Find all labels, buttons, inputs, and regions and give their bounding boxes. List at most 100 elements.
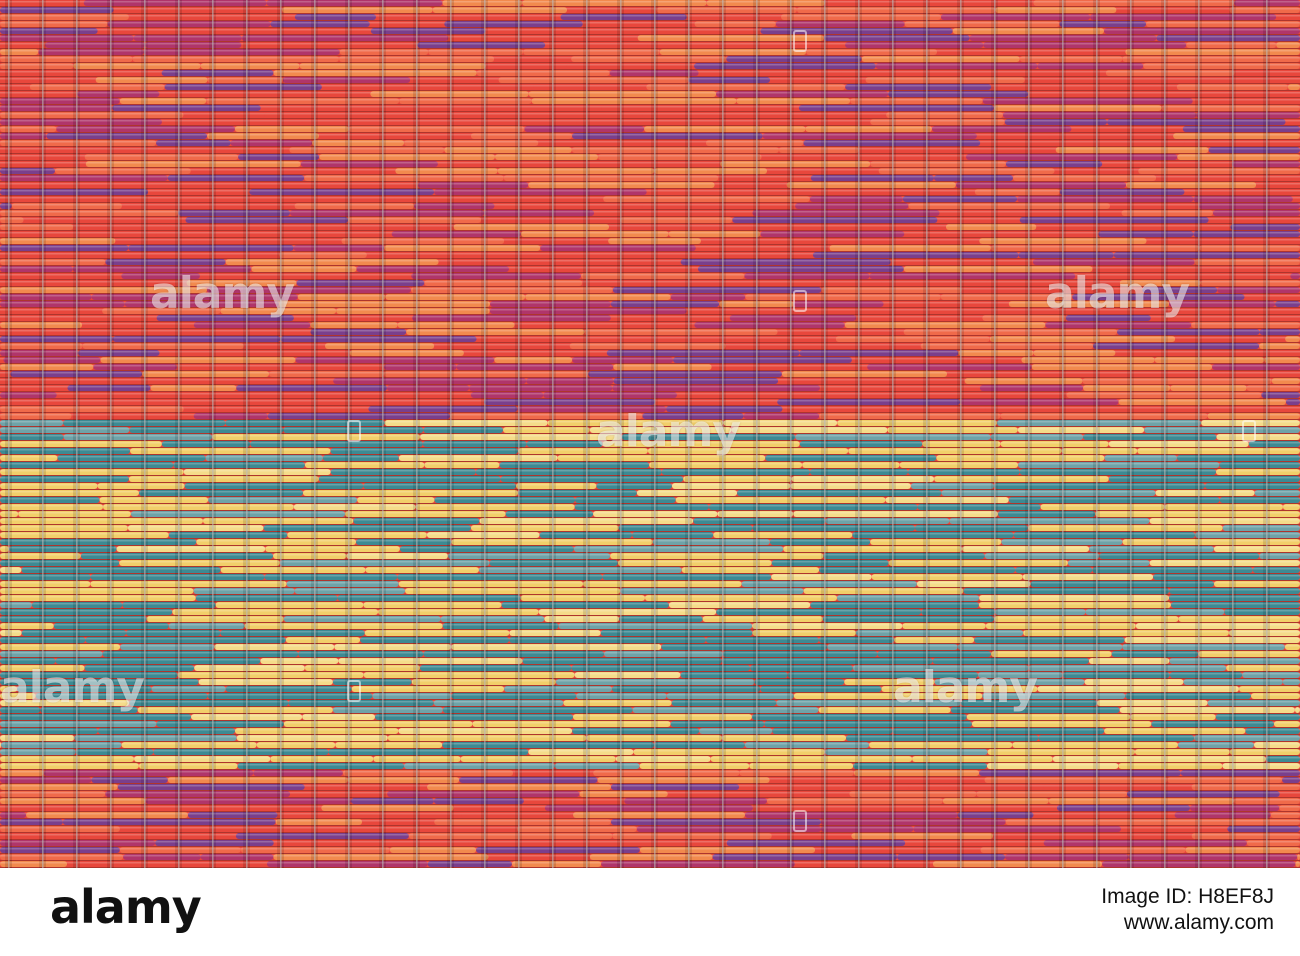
straw-segment [851,833,994,839]
straw-segment [1045,322,1192,328]
straw-highlight [0,78,1300,80]
straw-segment [0,798,146,804]
straw-shadow [0,755,1300,756]
straw-shadow [0,405,1300,406]
straw-segment [1092,567,1253,573]
straw-segment [46,133,208,139]
straw-highlight [0,260,1300,262]
straw-shadow [0,790,1300,791]
straw-shadow [0,489,1300,490]
straw-segment [463,252,611,258]
straw-segment [0,231,157,237]
straw-segment [293,245,385,251]
straw-segment [1122,644,1285,650]
straw-segment [871,574,1023,580]
straw-segment [1215,714,1300,720]
straw-segment [810,175,934,181]
straw-segment [375,14,561,20]
straw-segment [0,700,130,706]
straw-segment [610,819,821,825]
straw-highlight [0,407,1300,409]
straw-segment [91,777,168,783]
straw-segment [1066,392,1262,398]
straw-segment [1271,378,1300,384]
straw-segment [322,455,399,461]
straw-segment [0,553,81,559]
straw-segment [0,567,22,573]
straw-segment [1089,546,1214,552]
straw-segment [434,497,576,503]
straw-segment [881,280,987,286]
straw-segment [612,287,822,293]
warp-thread [1164,0,1166,868]
straw-segment [265,546,400,552]
straw-segment [321,84,534,90]
straw-highlight [0,680,1300,682]
straw-segment [751,224,946,230]
straw-shadow [0,860,1300,861]
straw-shadow [0,41,1300,42]
straw-segment [1117,329,1260,335]
straw-segment [341,238,505,244]
straw-segment [971,721,1152,727]
straw-segment [195,595,338,601]
straw-segment [853,770,980,776]
straw-shadow [0,62,1300,63]
straw-segment [776,700,961,706]
straw-highlight [0,281,1300,283]
straw-segment [121,273,200,279]
straw-shadow [0,153,1300,154]
straw-segment [0,147,94,153]
straw-segment [202,518,354,524]
straw-highlight [0,442,1300,444]
straw-segment [423,651,605,657]
straw-segment [310,322,398,328]
straw-segment [0,84,30,90]
straw-segment [426,112,643,118]
straw-segment [422,441,527,447]
straw-segment [128,476,319,482]
straw-segment [1085,609,1225,615]
straw-highlight [0,603,1300,605]
straw-segment [1093,343,1260,349]
warp-pinch [39,0,46,868]
straw-highlight [0,750,1300,752]
warp-thread [484,0,486,868]
straw-segment [453,224,610,230]
straw-segment [1213,581,1300,587]
straw-highlight [0,211,1300,213]
straw-segment [113,7,283,13]
straw-segment [991,84,1177,90]
straw-segment [1098,231,1194,237]
straw-shadow [0,279,1300,280]
straw-segment [241,35,449,41]
straw-shadow [0,146,1300,147]
straw-segment [1123,77,1300,83]
straw-segment [812,252,1019,258]
straw-segment [242,224,454,230]
straw-segment [1246,385,1300,391]
straw-highlight [0,197,1300,199]
straw-segment [99,497,209,503]
straw-segment [1191,833,1300,839]
straw-highlight [0,736,1300,738]
straw-highlight [0,820,1300,822]
straw-segment [636,826,822,832]
straw-segment [837,595,980,601]
straw-segment [980,847,1186,853]
straw-segment [1276,14,1300,20]
straw-segment [397,574,603,580]
straw-segment [434,189,647,195]
straw-segment [752,525,915,531]
straw-segment [494,154,599,160]
straw-segment [887,427,1018,433]
straw-segment [168,623,245,629]
straw-segment [910,483,995,489]
straw-segment [0,28,98,34]
straw-segment [405,588,621,594]
straw-segment [1122,539,1300,545]
straw-segment [116,546,266,552]
straw-segment [619,217,733,223]
straw-segment [412,315,611,321]
straw-highlight [0,722,1300,724]
